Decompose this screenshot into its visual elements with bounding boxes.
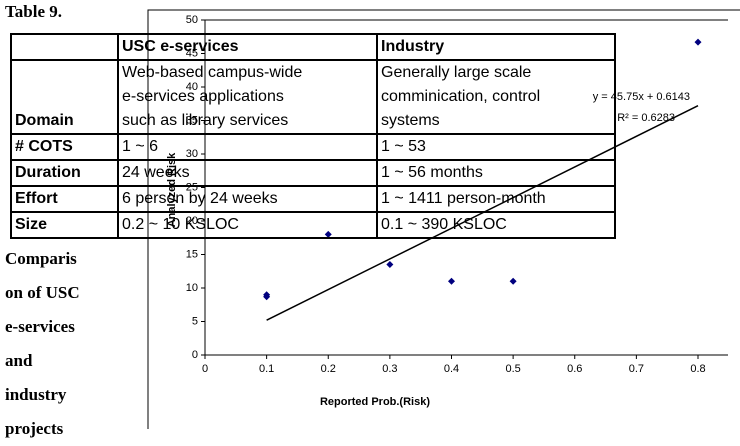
caption-line: Comparis [5, 249, 77, 268]
table-cell: 1 ~ 53 [376, 133, 616, 161]
row-header: Duration [10, 159, 119, 187]
x-tick-label: 0.6 [567, 363, 582, 375]
trend-equation: y = 45.75x + 0.6143 [593, 91, 690, 103]
cell-line: 1 ~ 6 [122, 138, 159, 155]
table-cell: 0.1 ~ 390 KSLOC [376, 211, 616, 239]
x-tick-label: 0.2 [321, 363, 336, 375]
x-tick-label: 0 [202, 363, 208, 375]
cell-line: 1 ~ 53 [381, 138, 426, 155]
y-tick-label: 0 [192, 349, 198, 361]
table-row: # COTS 1 ~ 6 1 ~ 53 [10, 133, 616, 161]
row-header: Size [10, 211, 119, 239]
cell-line: Duration [15, 164, 81, 181]
point [263, 293, 271, 301]
cell-line: 24 weeks [122, 164, 190, 181]
cell-line: Generally large scale [381, 64, 532, 81]
page: Reported Prob.(Risk) Analyzed Risk 0 5 10 1… [5, 2, 740, 438]
cell-line: 1 ~ 1411 person-month [381, 190, 546, 207]
table-cell: 1 ~ 56 months [376, 159, 616, 187]
cell-line: Domain [15, 112, 74, 129]
point [509, 277, 517, 285]
row-header: Effort [10, 185, 119, 213]
cell-line: such as library services [122, 112, 289, 129]
x-tick-label: 0.4 [444, 363, 459, 375]
header-cell [10, 33, 119, 61]
cell-line: 1 ~ 56 months [381, 164, 483, 181]
x-tick-label: 0.5 [505, 363, 520, 375]
table-cell: 0.2 ~ 10 KSLOC [117, 211, 378, 239]
point [386, 261, 394, 269]
row-header: # COTS [10, 133, 119, 161]
row-header: Domain [10, 59, 119, 135]
table-label: Table 9. [5, 2, 63, 21]
caption-line: projects [5, 419, 64, 438]
cell-line: Size [15, 216, 48, 233]
table-cell: 24 weeks [117, 159, 378, 187]
table-cell: 1 ~ 1411 person-month [376, 185, 616, 213]
y-tick-label: 10 [186, 282, 198, 294]
caption-line: e-services [5, 317, 75, 336]
cell-line: comminication, control [381, 88, 541, 105]
table-row: Effort 6 person by 24 weeks 1 ~ 1411 perso… [10, 185, 616, 213]
point [448, 277, 455, 285]
comparison-table: USC e-services Industry Domain Web-based ca… [10, 33, 616, 239]
header-cell: USC e-services [117, 33, 378, 61]
caption: Comparis on of USC e-services and industry pr… [5, 242, 80, 446]
header-cell: Industry [376, 33, 616, 61]
cell-line: e-services applications [122, 88, 284, 105]
x-tick-label: 0.1 [259, 363, 274, 375]
point [694, 38, 702, 46]
cell-line: Web-based campus-wide [122, 64, 303, 81]
table-row: Domain Web-based campus-wide e-services ap… [10, 59, 616, 135]
x-axis-label: Reported Prob.(Risk) [320, 396, 430, 408]
cell-line: # COTS [15, 138, 73, 155]
x-tick-label: 0.3 [382, 363, 397, 375]
cell-line: Effort [15, 190, 58, 207]
trend-r2: R² = 0.6283 [617, 112, 675, 124]
x-tick-label: 0.8 [690, 363, 705, 375]
table-cell: 1 ~ 6 [117, 133, 378, 161]
x-tick-label: 0.7 [629, 363, 644, 375]
y-tick-label: 15 [186, 248, 198, 260]
table-cell: Web-based campus-wide e-services applicat… [117, 59, 378, 135]
caption-line: on of USC [5, 283, 80, 302]
header-row: USC e-services Industry [10, 33, 616, 61]
table-row: Duration 24 weeks 1 ~ 56 months [10, 159, 616, 187]
caption-line: and [5, 351, 33, 370]
cell-line: systems [381, 112, 440, 129]
y-tick-label: 50 [186, 14, 198, 26]
table-row: Size 0.2 ~ 10 KSLOC 0.1 ~ 390 KSLOC [10, 211, 616, 239]
y-tick-label: 5 [192, 315, 198, 327]
table-cell: 6 person by 24 weeks [117, 185, 378, 213]
cell-line: 6 person by 24 weeks [122, 190, 278, 207]
cell-line: 0.2 ~ 10 KSLOC [122, 216, 239, 233]
cell-line: 0.1 ~ 390 KSLOC [381, 216, 507, 233]
table-cell: Generally large scale comminication, cont… [376, 59, 616, 135]
chart: Reported Prob.(Risk) Analyzed Risk 05101… [147, 9, 740, 429]
caption-line: industry [5, 385, 67, 404]
